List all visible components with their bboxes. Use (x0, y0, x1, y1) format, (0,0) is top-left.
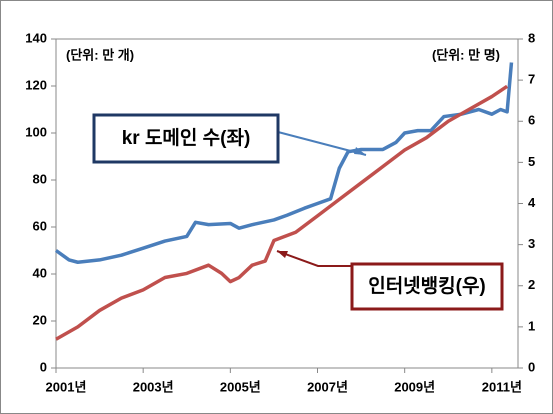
y2-tick-label: 7 (528, 72, 535, 87)
arrowhead (277, 251, 288, 258)
y2-tick-label: 1 (528, 318, 535, 333)
legend-box (92, 113, 280, 164)
x-tick-label: 2003년 (133, 379, 174, 394)
y-tick-label: 80 (33, 171, 47, 186)
arrow (276, 250, 352, 267)
x-tick-label: 2007년 (307, 379, 348, 394)
y2-tick-label: 3 (528, 236, 535, 251)
left-unit: (단위: 만 개) (66, 47, 134, 62)
x-tick-label: 2011년 (482, 379, 522, 394)
x-tick-label: 2001년 (46, 379, 87, 394)
legend-box (350, 262, 504, 311)
y-tick-label: 140 (25, 30, 47, 45)
y2-tick-label: 4 (528, 195, 536, 210)
x-tick-label: 2009년 (394, 379, 435, 394)
arrow (277, 131, 367, 156)
y-tick-label: 40 (33, 265, 47, 280)
series-line (55, 84, 509, 341)
arrowhead (354, 147, 366, 155)
y-tick-label: 100 (25, 124, 47, 139)
y2-tick-label: 6 (528, 113, 535, 128)
y2-tick-label: 5 (528, 154, 535, 169)
right-unit: (단위: 만 명) (432, 47, 500, 62)
legend-label: 인터넷뱅킹(우) (368, 275, 486, 297)
y-tick-label: 120 (25, 77, 47, 92)
y-tick-label: 20 (33, 312, 47, 327)
series-line (54, 62, 514, 264)
y2-tick-label: 8 (528, 30, 535, 45)
y-tick-label: 0 (40, 359, 47, 374)
y-tick-label: 60 (33, 218, 47, 233)
legend-label: kr 도메인 수(좌) (122, 127, 251, 149)
y2-tick-label: 0 (528, 359, 535, 374)
x-tick-label: 2005년 (220, 379, 261, 394)
y2-tick-label: 2 (528, 277, 535, 292)
